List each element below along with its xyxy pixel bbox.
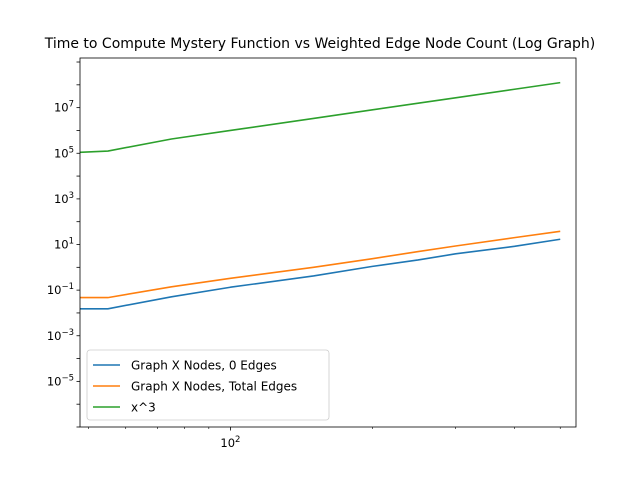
chart-title: Time to Compute Mystery Function vs Weig… xyxy=(44,36,596,52)
y-tick-label: 10−1 xyxy=(47,282,74,297)
legend-label: x^3 xyxy=(131,401,156,415)
y-tick-label: 10−5 xyxy=(47,373,74,388)
plot-lines xyxy=(79,81,561,310)
legend: Graph X Nodes, 0 Edges Graph X Nodes, Tot… xyxy=(86,349,330,421)
y-tick-label: 103 xyxy=(54,191,74,206)
series-line-3 xyxy=(79,81,561,154)
series-line-1 xyxy=(80,238,561,310)
legend-label: Graph X Nodes, Total Edges xyxy=(131,380,297,394)
y-tick-label: 105 xyxy=(54,145,74,160)
legend-label: Graph X Nodes, 0 Edges xyxy=(131,359,277,373)
y-tick-label: 10−3 xyxy=(47,328,74,343)
y-axis: 10−5 10−3 10−1 101 103 105 107 xyxy=(47,61,80,428)
x-tick-label: 102 xyxy=(220,435,240,450)
series-line-2 xyxy=(80,230,561,299)
x-axis: 102 xyxy=(88,427,561,450)
y-tick-label: 101 xyxy=(54,237,74,252)
plot-frame xyxy=(79,57,577,428)
legend-box xyxy=(86,349,330,421)
y-tick-label: 107 xyxy=(54,100,74,115)
